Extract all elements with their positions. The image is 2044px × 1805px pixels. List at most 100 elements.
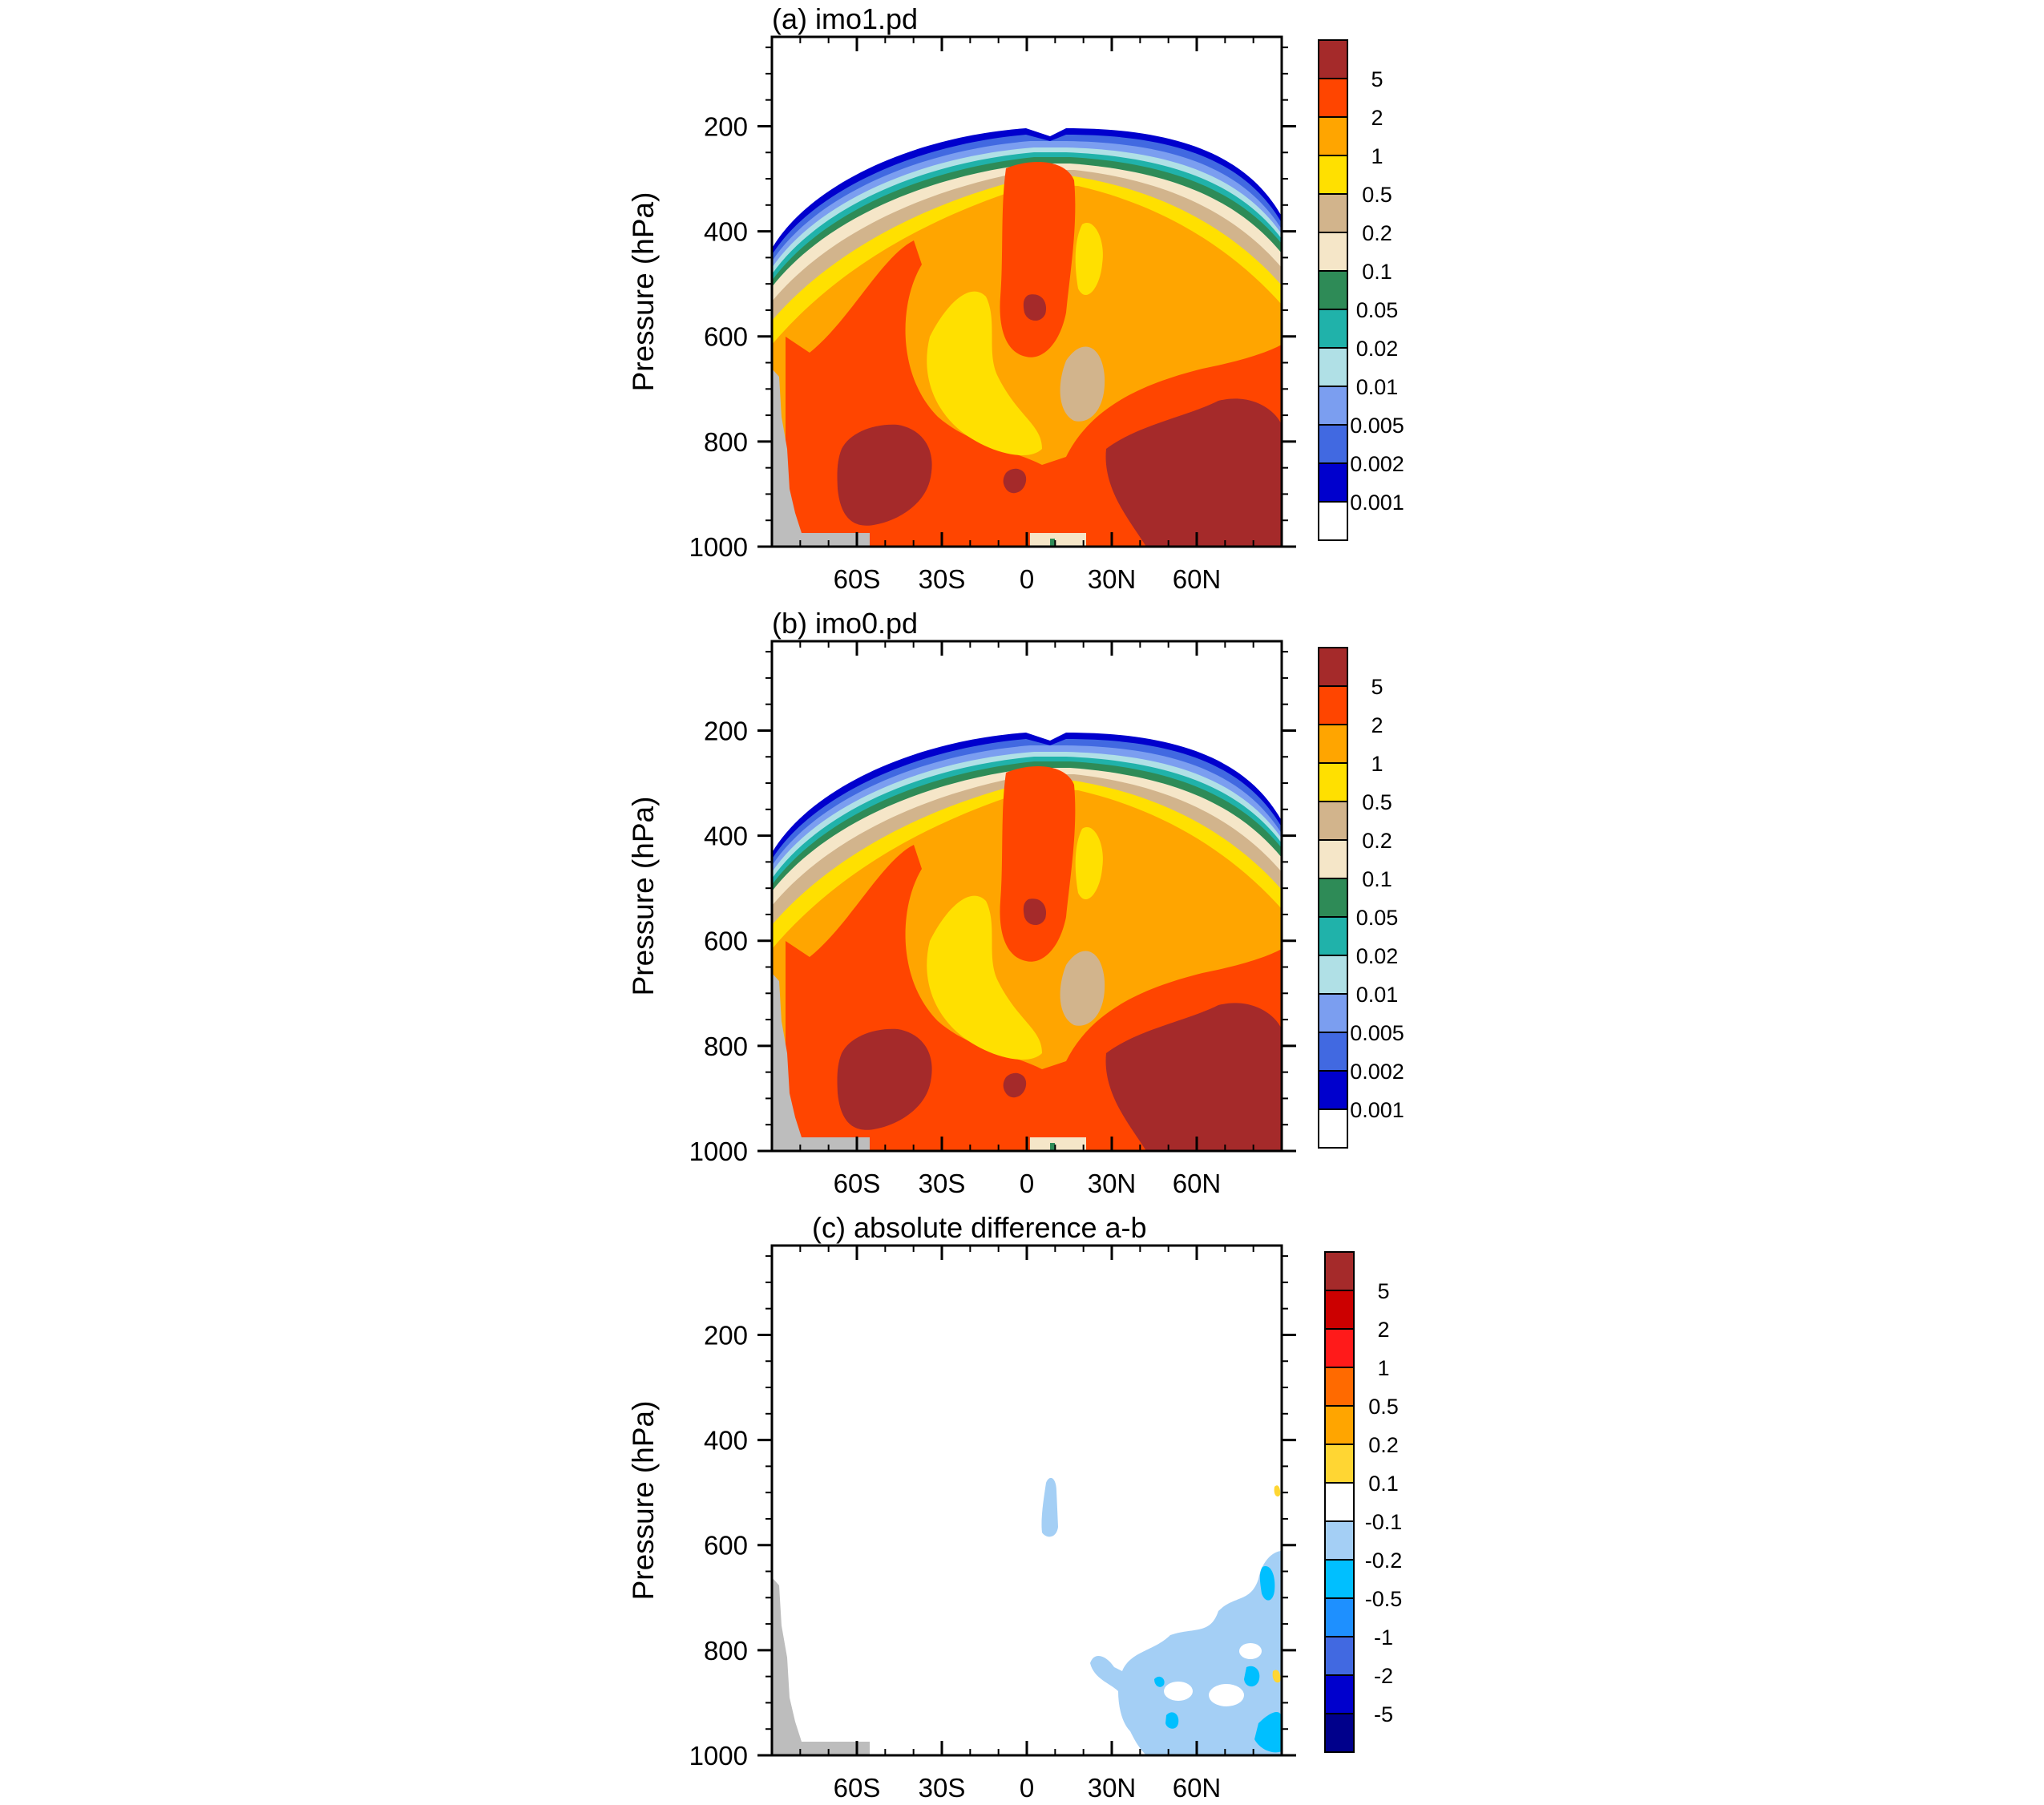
- colorbar-label: 1: [1371, 752, 1383, 776]
- region-a-2-column: [1000, 162, 1076, 357]
- region-a-0.5-blob-n: [1075, 223, 1103, 296]
- colorbar-swatch: [1318, 762, 1348, 802]
- y-tick-label: 1000: [689, 1137, 748, 1166]
- panel-b-axes: 60S 30S 0 30N 60N 200 400 600 800 1000: [689, 641, 1296, 1198]
- colorbar-label: 0.1: [1362, 260, 1392, 284]
- region-c-neg-0.2-a: [1259, 1566, 1275, 1601]
- region-c-neg-0.2-d: [1165, 1712, 1179, 1729]
- panel-c-colorbar: 5 2 1 0.5 0.2 0.1 -0.1 -0.2 -0.5 -1 -2 -5: [1324, 1251, 1403, 1753]
- colorbar-swatch: [1324, 1444, 1355, 1484]
- colorbar-swatch: [1324, 1290, 1355, 1330]
- colorbar-label: 0.02: [1356, 944, 1399, 968]
- colorbar-swatch: [1318, 801, 1348, 841]
- panel-b-contours: [772, 641, 1282, 1151]
- colorbar-swatch: [1318, 839, 1348, 879]
- colorbar-label: 0.5: [1362, 790, 1392, 814]
- region-b-5-center: [1023, 898, 1047, 926]
- colorbar-label: 0.01: [1356, 375, 1399, 399]
- colorbar-swatch: [1318, 78, 1348, 118]
- colorbar-label: 0.05: [1356, 906, 1399, 930]
- colorbar-swatch: [1324, 1482, 1355, 1522]
- colorbar-label: 2: [1371, 106, 1383, 130]
- region-b-0.5-blob-n: [1075, 827, 1103, 900]
- region-b-5-south: [837, 1028, 932, 1130]
- region-c-neg-0.2-e: [1154, 1676, 1165, 1687]
- region-b-2-column: [1000, 766, 1076, 962]
- colorbar-swatch: [1318, 116, 1348, 156]
- y-tick-label: 200: [704, 716, 748, 745]
- colorbar-label: -0.1: [1365, 1510, 1403, 1534]
- colorbar-swatch: [1318, 1070, 1348, 1110]
- x-tick-label: 30S: [919, 564, 966, 594]
- colorbar-swatch: [1318, 724, 1348, 764]
- y-tick-label: 400: [704, 217, 748, 247]
- colorbar-label: 0.02: [1356, 337, 1399, 361]
- colorbar-swatch: [1324, 1328, 1355, 1368]
- x-tick-label: 30N: [1088, 564, 1137, 594]
- y-tick-label: 800: [704, 427, 748, 457]
- panel-a: (a) imo1.pd Pressure (hPa): [627, 2, 1404, 594]
- colorbar-swatch: [1324, 1405, 1355, 1445]
- x-tick-label: 60N: [1173, 1169, 1222, 1198]
- colorbar-label: 1: [1371, 144, 1383, 168]
- colorbar-swatch: [1318, 501, 1348, 541]
- colorbar-swatch: [1318, 916, 1348, 956]
- region-b-5-north: [1105, 1003, 1282, 1151]
- colorbar-label: 0.2: [1362, 829, 1392, 853]
- colorbar-swatch: [1318, 1032, 1348, 1072]
- region-a-5-eq: [1003, 468, 1027, 494]
- panel-a-contours: [772, 37, 1282, 547]
- colorbar-swatch: [1324, 1559, 1355, 1599]
- region-b-0.2-blob: [1060, 951, 1105, 1026]
- x-tick-label: 0: [1020, 564, 1034, 594]
- region-a-topography: [772, 369, 870, 547]
- region-c-neg-small: [1041, 1477, 1058, 1537]
- x-tick-label: 30N: [1088, 1169, 1137, 1198]
- panel-c: (c) absolute difference a-b Pressure (hP…: [627, 1211, 1402, 1803]
- region-a-0.5-blob-s: [927, 291, 1042, 456]
- x-tick-label: 30S: [919, 1169, 966, 1198]
- region-c-pos-0.1-b: [1272, 1670, 1281, 1683]
- x-tick-label: 60S: [834, 564, 881, 594]
- colorbar-swatch: [1318, 685, 1348, 725]
- colorbar-label: -2: [1374, 1664, 1393, 1688]
- panel-c-contours: [772, 1246, 1282, 1755]
- colorbar-label: -5: [1374, 1702, 1393, 1726]
- panel-c-title: (c) absolute difference a-b: [812, 1211, 1147, 1244]
- y-tick-label: 400: [704, 1426, 748, 1456]
- x-tick-label: 0: [1020, 1773, 1034, 1803]
- region-b-5-eq: [1003, 1072, 1027, 1098]
- panel-b-ylabel: Pressure (hPa): [627, 797, 660, 996]
- colorbar-swatch: [1318, 270, 1348, 310]
- colorbar-swatch: [1324, 1636, 1355, 1676]
- region-b-0.5-blob-s: [927, 895, 1042, 1060]
- colorbar-label: 0.005: [1350, 414, 1404, 438]
- x-tick-label: 60N: [1173, 1773, 1222, 1803]
- colorbar-swatch: [1324, 1251, 1355, 1291]
- y-tick-label: 1000: [689, 532, 748, 562]
- region-b-topography: [772, 973, 870, 1151]
- y-tick-label: 600: [704, 1531, 748, 1561]
- colorbar-swatch: [1324, 1597, 1355, 1637]
- region-c-neg-0.2-c: [1254, 1711, 1282, 1753]
- colorbar-label: 0.001: [1350, 1098, 1404, 1122]
- region-a-5-south: [837, 424, 932, 526]
- panel-a-axes: 60S 30S 0 30N 60N 200 400 600 800 1000: [689, 37, 1296, 594]
- colorbar-swatch: [1318, 193, 1348, 233]
- colorbar-label: 0.002: [1350, 1060, 1404, 1084]
- colorbar-label: -0.2: [1365, 1549, 1403, 1573]
- y-tick-label: 200: [704, 1320, 748, 1350]
- region-a-0.2-blob: [1060, 346, 1105, 422]
- colorbar-label: 5: [1377, 1279, 1389, 1303]
- colorbar-swatch: [1324, 1367, 1355, 1407]
- panel-c-ylabel: Pressure (hPa): [627, 1401, 660, 1601]
- x-tick-label: 30N: [1088, 1773, 1137, 1803]
- colorbar-label: 0.002: [1350, 452, 1404, 476]
- colorbar-swatch: [1324, 1713, 1355, 1753]
- colorbar-label: 0.5: [1362, 183, 1392, 207]
- panel-a-colorbar: 5 2 1 0.5 0.2 0.1 0.05 0.02 0.01 0.005 0.002 0.001: [1318, 39, 1404, 541]
- colorbar-swatch: [1318, 39, 1348, 79]
- colorbar-label: 1: [1377, 1356, 1389, 1380]
- colorbar-label: 0.1: [1368, 1472, 1399, 1496]
